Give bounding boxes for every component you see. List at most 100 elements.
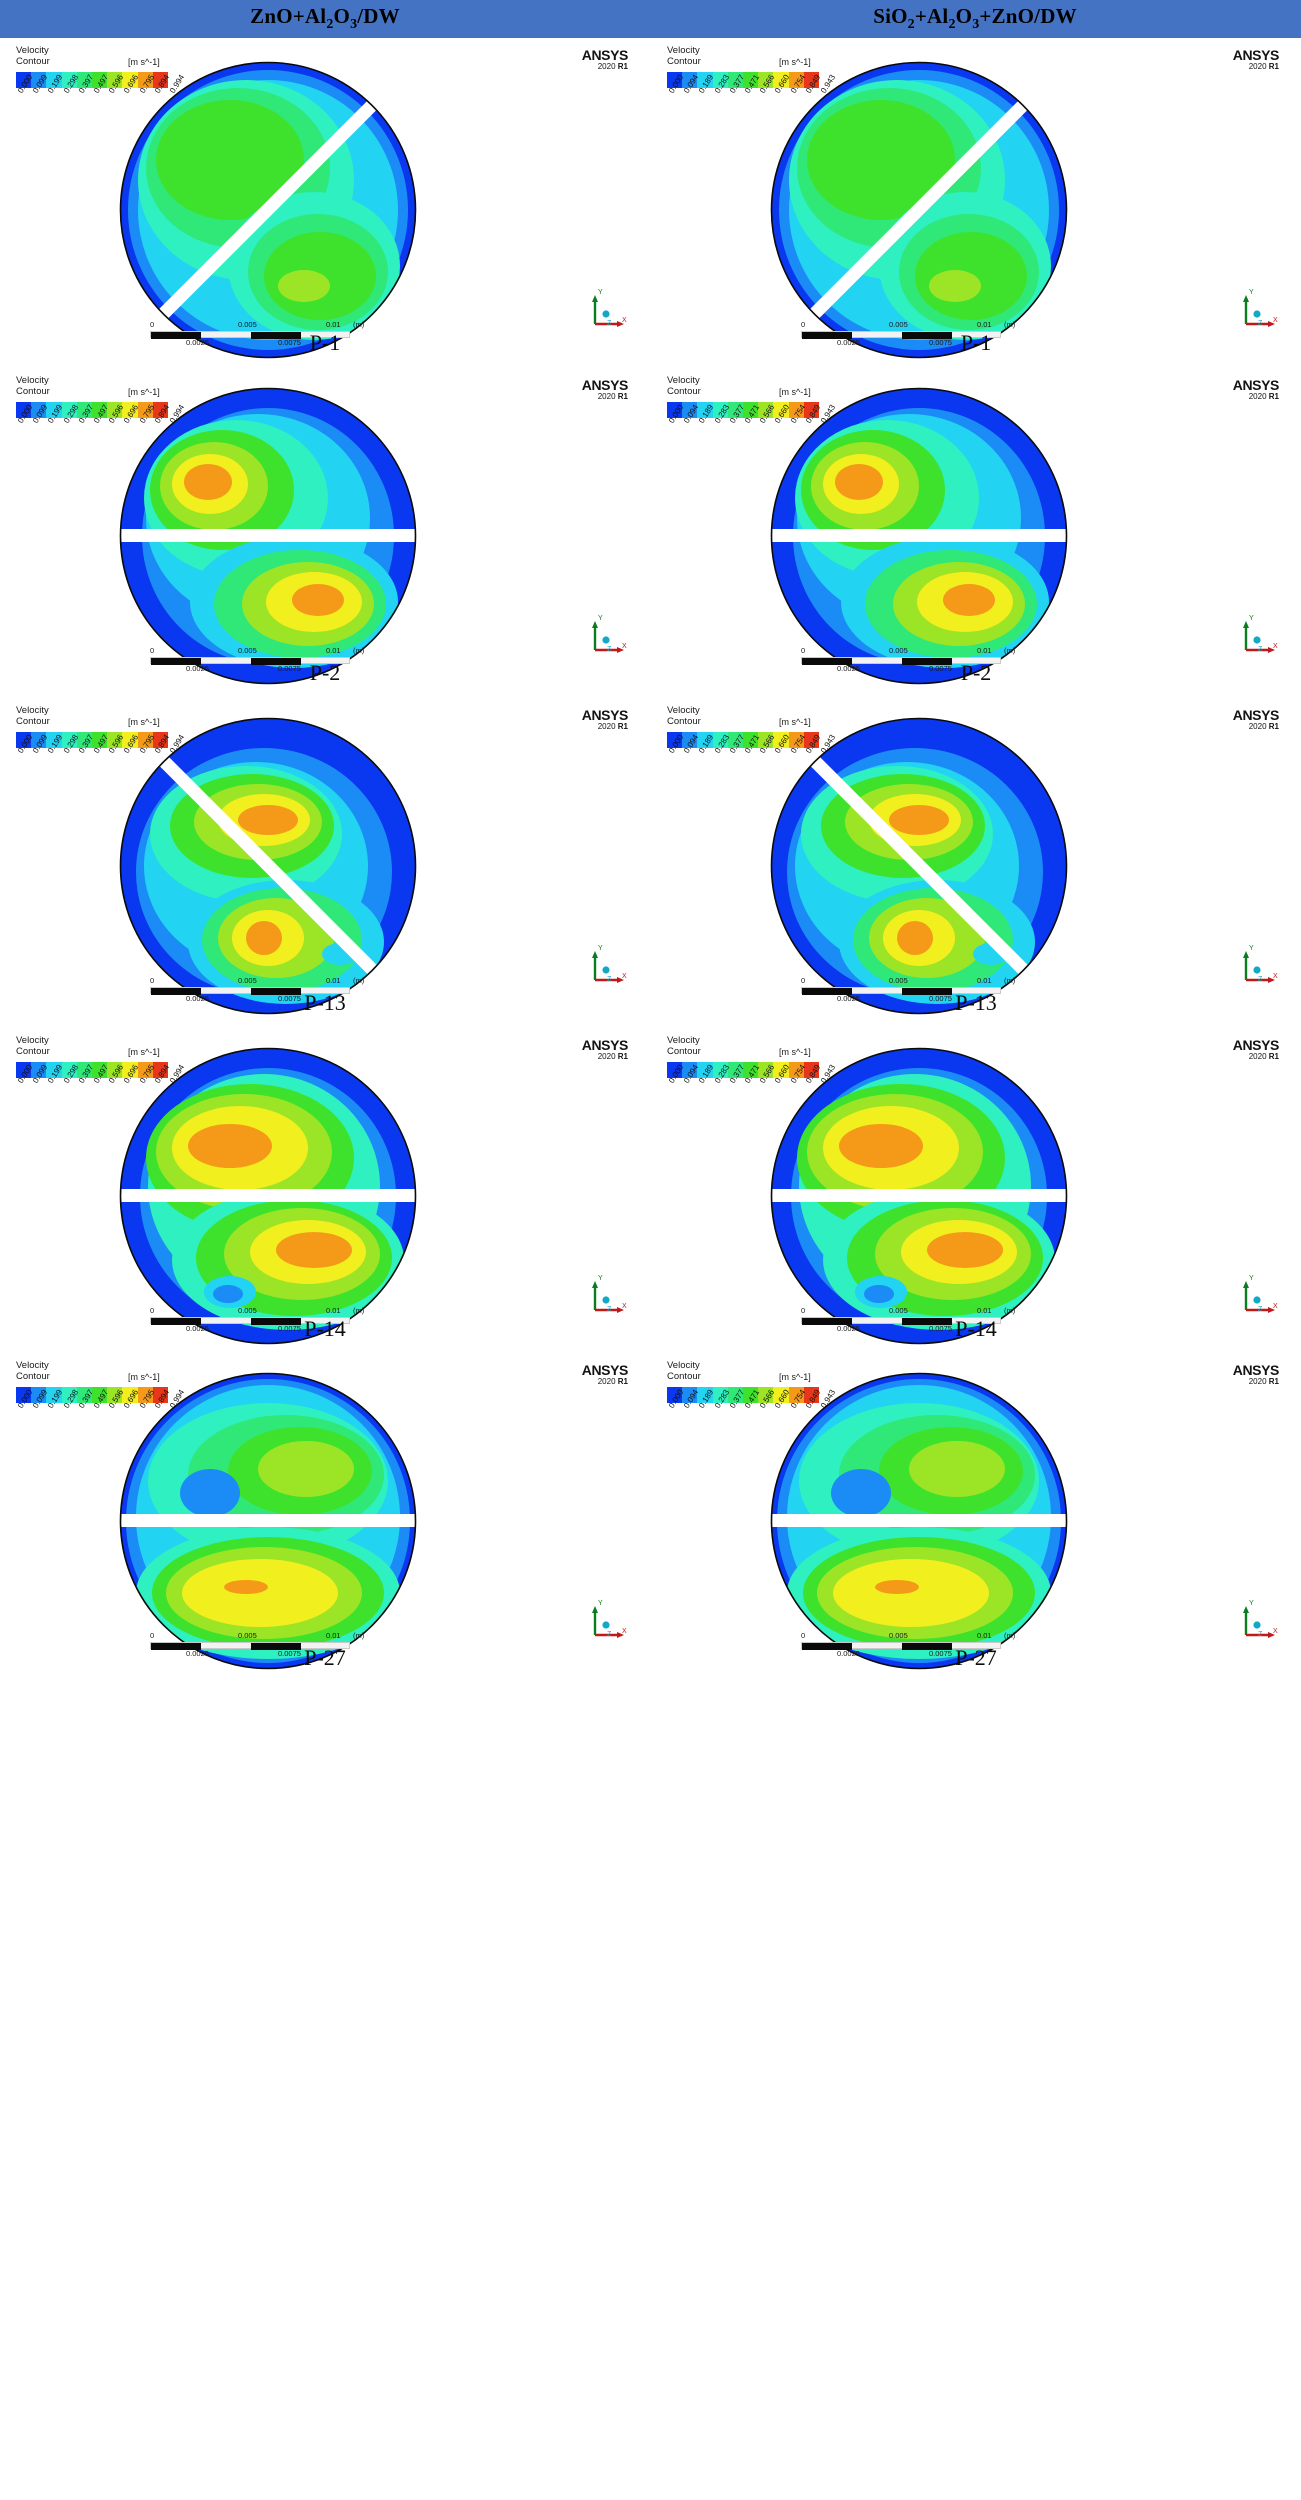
scale-bar-segment-1 (151, 332, 201, 339)
scale-tick-1: 0.005 (238, 976, 257, 985)
colorbar-band-red (152, 402, 169, 418)
axis-label-z: Z (607, 1631, 612, 1638)
scale-tick-1: 0.005 (889, 1306, 908, 1315)
axis-label-z: Z (607, 1306, 612, 1313)
scale-ruler: 0 0.005 0.01 (m) 0.0025 0.0075 (150, 320, 364, 349)
colorbar-band-orange (137, 1387, 153, 1403)
scale-bar-segment-2 (251, 988, 301, 995)
scale-ruler-bottom-labels: 0.0025 0.0075 (150, 664, 350, 675)
contour-svg (119, 1047, 417, 1345)
scale-ruler-bar (801, 331, 1001, 339)
ansys-logo-version: 2020 R1 (597, 1052, 628, 1061)
velocity-legend: Velocity Contour [m s^-1] 0.000 0.094 0.189 0… (667, 705, 877, 755)
colorbar-band-blue (16, 72, 32, 88)
colorbar-band-turquoise (61, 732, 77, 748)
scale-ruler-bar (150, 657, 350, 665)
ansys-logo-version: 2020 R1 (597, 392, 628, 401)
ansys-logo-name: ANSYS (1232, 1362, 1280, 1378)
colorbar-band-azure (31, 402, 47, 418)
colorbar-band-turquoise (712, 1062, 728, 1078)
panel-right-p-27: Velocity Contour [m s^-1] 0.000 0.094 0.189 0… (651, 1353, 1301, 1683)
colorbar-band-azure (682, 1062, 698, 1078)
scale-unit: (m) (1004, 1631, 1016, 1640)
axis-triad: Y X Z (1236, 1600, 1282, 1647)
contour-bands (120, 718, 416, 1014)
axis-triad-svg (1243, 295, 1275, 327)
colorbar-band-red (152, 732, 169, 748)
legend-unit-label: [m s^-1] (128, 1372, 160, 1382)
scale-subtick-0: 0.0025 (837, 1649, 860, 1658)
column-title-left-text: ZnO+Al2O3/DW (250, 4, 400, 33)
velocity-contour-plot (118, 60, 418, 360)
panel-left-p-27: Velocity Contour [m s^-1] 0.000 0.099 0.199 0… (0, 1353, 650, 1683)
axis-triad: Y X Z (585, 1600, 631, 1647)
scale-unit: (m) (1004, 976, 1016, 985)
ansys-logo-version: 2020 R1 (597, 722, 628, 731)
velocity-colorbar (16, 1387, 169, 1403)
legend-unit-label: [m s^-1] (128, 1047, 160, 1057)
velocity-contour-plot (769, 716, 1069, 1016)
colorbar-band-red (803, 1062, 820, 1078)
pipe-outline (119, 1047, 417, 1345)
scale-bar-segment-2 (902, 988, 952, 995)
colorbar-band-green (743, 1387, 759, 1403)
legend-unit-label: [m s^-1] (128, 387, 160, 397)
colorbar-band-yellow-green (107, 732, 123, 748)
legend-title: Velocity Contour (667, 1360, 701, 1382)
axis-label-x: X (622, 1303, 627, 1310)
scale-subtick-0: 0.0025 (186, 338, 209, 347)
colorbar-band-blue (667, 72, 683, 88)
scale-tick-0: 0 (150, 320, 155, 329)
colorbar-band-orange (788, 1062, 804, 1078)
scale-tick-1: 0.005 (238, 320, 257, 329)
legend-title: Velocity Contour (16, 1360, 50, 1382)
colorbar-band-cyan (697, 1387, 713, 1403)
velocity-legend: Velocity Contour [m s^-1] 0.000 0.099 0.199 0… (16, 1035, 226, 1085)
colorbar-band-green (743, 1062, 759, 1078)
velocity-legend: Velocity Contour [m s^-1] 0.000 0.099 0.199 0… (16, 1360, 226, 1410)
scale-ruler-top-labels: 0 0.005 0.01 (m) (150, 320, 364, 331)
colorbar-band-azure (682, 72, 698, 88)
panel-row-p-2: Velocity Contour [m s^-1] 0.000 0.099 0.199 0… (0, 368, 1301, 698)
velocity-contour-plot (769, 1046, 1069, 1346)
axis-label-y: Y (1249, 615, 1254, 622)
ansys-logo: ANSYS 2020 R1 (1233, 1038, 1280, 1061)
colorbar-band-green (92, 732, 108, 748)
velocity-contour-plot (769, 386, 1069, 686)
scale-unit: (m) (353, 320, 365, 329)
scale-subtick-1: 0.0075 (929, 994, 952, 1003)
scale-ruler-bar (801, 1642, 1001, 1650)
row-caption-left: P-2 (309, 660, 341, 685)
scale-unit: (m) (1004, 320, 1016, 329)
colorbar-band-yellow (773, 732, 789, 748)
velocity-colorbar (667, 72, 820, 88)
colorbar-band-yellow-green (758, 72, 774, 88)
scale-tick-1: 0.005 (238, 1306, 257, 1315)
scale-ruler-top-labels: 0 0.005 0.01 (m) (150, 976, 364, 987)
velocity-contour-plot (118, 716, 418, 1016)
scale-ruler: 0 0.005 0.01 (m) 0.0025 0.0075 (801, 646, 1015, 675)
ansys-logo-version: 2020 R1 (1248, 1377, 1279, 1386)
scale-ruler-bar (150, 331, 350, 339)
colorbar-band-azure (31, 1062, 47, 1078)
scale-tick-0: 0 (801, 320, 806, 329)
colorbar-band-orange (137, 402, 153, 418)
scale-ruler-bar (801, 1317, 1001, 1325)
scale-tick-0: 0 (150, 976, 155, 985)
axis-triad: Y X Z (1236, 289, 1282, 336)
pipe-outline (119, 387, 417, 685)
colorbar-band-turquoise (61, 72, 77, 88)
row-caption-right: P-1 (960, 330, 992, 355)
scale-tick-1: 0.005 (889, 320, 908, 329)
scale-subtick-0: 0.0025 (837, 994, 860, 1003)
pipe-outline (770, 387, 1068, 685)
colorbar-band-spring-green (727, 402, 744, 418)
scale-unit: (m) (353, 1631, 365, 1640)
axis-triad: Y X Z (1236, 1275, 1282, 1322)
colorbar-band-green (92, 1387, 108, 1403)
colorbar-band-spring-green (727, 72, 744, 88)
ansys-logo: ANSYS 2020 R1 (1233, 708, 1280, 731)
legend-title: Velocity Contour (667, 45, 701, 67)
scale-bar-segment-1 (802, 332, 852, 339)
scale-subtick-1: 0.0075 (929, 338, 952, 347)
